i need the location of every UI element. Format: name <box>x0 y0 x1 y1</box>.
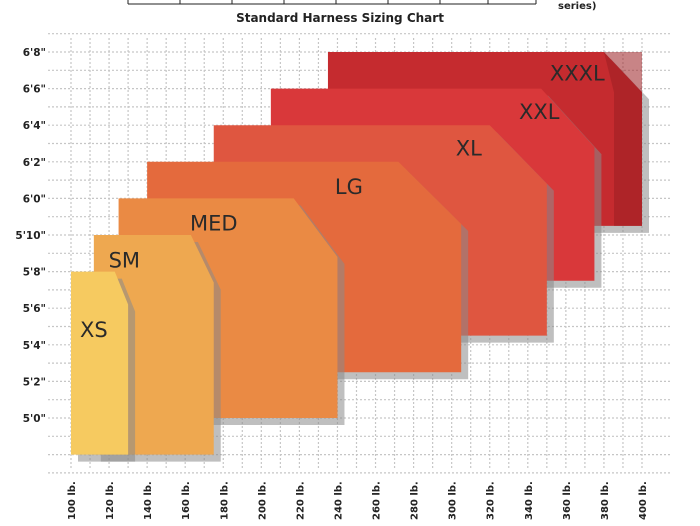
y-tick-label: 6'2" <box>23 157 46 169</box>
y-tick-label: 5'4" <box>23 340 46 352</box>
x-tick-label: 140 lb. <box>143 481 154 520</box>
x-tick-label: 300 lb. <box>448 481 459 520</box>
y-tick-label: 5'10" <box>15 230 46 242</box>
x-tick-label: 160 lb. <box>181 481 192 520</box>
y-tick-label: 6'0" <box>23 193 46 205</box>
x-tick-label: 380 lb. <box>600 481 611 520</box>
size-label-med: MED <box>190 212 238 236</box>
y-tick-label: 5'0" <box>23 413 46 425</box>
x-tick-label: 200 lb. <box>257 481 268 520</box>
y-tick-label: 6'6" <box>23 84 46 96</box>
x-axis-ticks: 100 lb. 120 lb. 140 lb. 160 lb. 180 lb. 200 l… <box>67 481 649 520</box>
size-label-xs: XS <box>80 318 108 342</box>
x-tick-label: 400 lb. <box>638 481 649 520</box>
y-tick-label: 6'8" <box>23 47 46 59</box>
size-label-xl: XL <box>456 137 482 161</box>
x-tick-label: 280 lb. <box>410 481 421 520</box>
top-table-fragment <box>127 0 537 5</box>
cropped-header-text: series) <box>558 1 596 12</box>
size-regions: XXXL XXL XL LG MED SM XS <box>71 52 649 462</box>
x-tick-label: 180 lb. <box>219 481 230 520</box>
x-tick-label: 220 lb. <box>295 481 306 520</box>
chart-title: Standard Harness Sizing Chart <box>236 11 444 25</box>
size-label-lg: LG <box>335 175 363 199</box>
size-area-xs <box>71 271 129 455</box>
y-axis-ticks: 5'0" 5'2" 5'4" 5'6" 5'8" 5'10" 6'0" 6'2" 6'4" 6'6… <box>15 47 46 425</box>
y-tick-label: 5'2" <box>23 376 46 388</box>
y-tick-label: 5'8" <box>23 267 46 279</box>
y-tick-label: 5'6" <box>23 303 46 315</box>
x-tick-label: 240 lb. <box>333 481 344 520</box>
size-label-sm: SM <box>109 248 140 272</box>
y-tick-label: 6'4" <box>23 120 46 132</box>
size-region-xs: XS <box>71 271 136 462</box>
x-tick-label: 320 lb. <box>486 481 497 520</box>
x-tick-label: 340 lb. <box>524 481 535 520</box>
size-label-xxl: XXL <box>519 100 560 124</box>
x-tick-label: 120 lb. <box>105 481 116 520</box>
x-tick-label: 100 lb. <box>67 481 78 520</box>
x-tick-label: 260 lb. <box>372 481 383 520</box>
size-area-dark-xxxl <box>603 52 642 226</box>
x-tick-label: 360 lb. <box>562 481 573 520</box>
size-label-xxxl: XXXL <box>550 62 605 86</box>
